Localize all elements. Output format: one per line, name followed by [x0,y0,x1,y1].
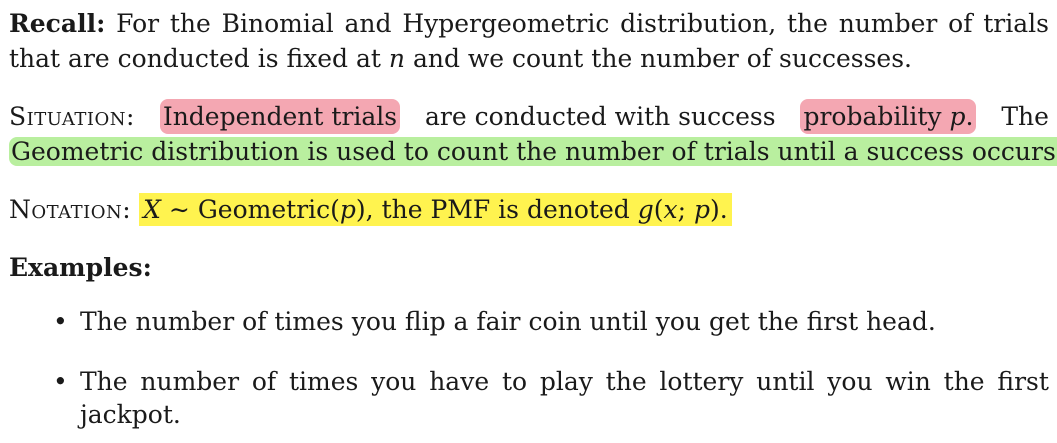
situation-label: Situation: [9,102,135,131]
example-word: the [943,367,985,396]
recall-line-1: Recall: For the Binomial and Hypergeomet… [9,6,1049,41]
bullet-icon: • [53,307,68,336]
variable-n: n [388,44,405,73]
example-word: number [140,367,240,396]
highlight-geometric-definition: Geometric distribution is used to count … [9,137,1057,166]
bullet-icon: • [53,367,68,396]
highlight-independent-trials: Independent trials [159,99,401,134]
semicolon: ; [677,195,694,224]
recall-word: and [344,9,392,38]
example-word: have [429,367,490,396]
recall-word: For [116,9,160,38]
situation-tail: The [1001,102,1049,131]
variable-p: p [949,102,966,131]
recall-word: trials [983,9,1049,38]
example-word: lottery [659,367,744,396]
situation-paragraph: Situation: Independent trials are conduc… [9,99,1057,169]
example-word: win [885,367,931,396]
example-text: The number of times you flip a fair coin… [80,307,936,336]
variable-x: x [663,195,678,224]
recall-word: Binomial [221,9,334,38]
paren: ( [653,195,664,224]
recall-text: that are conducted is fixed at [9,44,389,73]
example-line-1: The number of times you have to play the… [80,365,1049,398]
example-word: first [997,367,1049,396]
examples-list: • The number of times you flip a fair co… [49,305,1049,431]
highlight-notation: X ∼ Geometric(p), the PMF is denoted g(x… [139,193,732,226]
examples-heading: Examples: [9,253,152,282]
example-word: times [288,367,359,396]
example-word: of [251,367,277,396]
recall-word: the [169,9,211,38]
notation-text: Geometric( [197,195,340,224]
example-word: to [501,367,528,396]
recall-text: and we count the number of successes. [405,44,912,73]
recall-line-2: that are conducted is fixed at n and we … [9,41,1049,76]
period: . [965,102,974,131]
example-line-2: jackpot. [80,400,181,429]
situation-line-1: Situation: Independent trials are conduc… [9,99,1049,134]
pmf-g: g [637,195,654,224]
tilde-symbol: ∼ [160,195,198,224]
notation-paragraph: Notation: X ∼ Geometric(p), the PMF is d… [9,192,732,227]
notation-text: ), the PMF is denoted [355,195,638,224]
example-word: play [539,367,593,396]
recall-word: number [838,9,938,38]
highlight-probability: probability p. [800,99,977,134]
example-word: the [605,367,647,396]
variable-x: X [143,195,161,224]
recall-word: distribution, [620,9,777,38]
recall-label: Recall: [9,9,106,38]
situation-text: are conducted with success [425,102,776,131]
example-word: The [80,367,128,396]
probability-text: probability [803,102,950,131]
recall-word: of [948,9,973,38]
list-item: • The number of times you flip a fair co… [49,305,1049,338]
recall-word: the [786,9,828,38]
variable-p: p [693,195,710,224]
recall-word: Hypergeometric [402,9,610,38]
variable-p: p [339,195,356,224]
example-word: until [756,367,815,396]
example-word: you [827,367,873,396]
example-word: you [371,367,417,396]
list-item: • The number of times you have to play t… [49,365,1049,431]
situation-line-2: Geometric distribution is used to count … [9,134,1057,169]
paren: ). [709,195,728,224]
recall-paragraph: Recall: For the Binomial and Hypergeomet… [9,6,1049,76]
notation-label: Notation: [9,195,132,224]
